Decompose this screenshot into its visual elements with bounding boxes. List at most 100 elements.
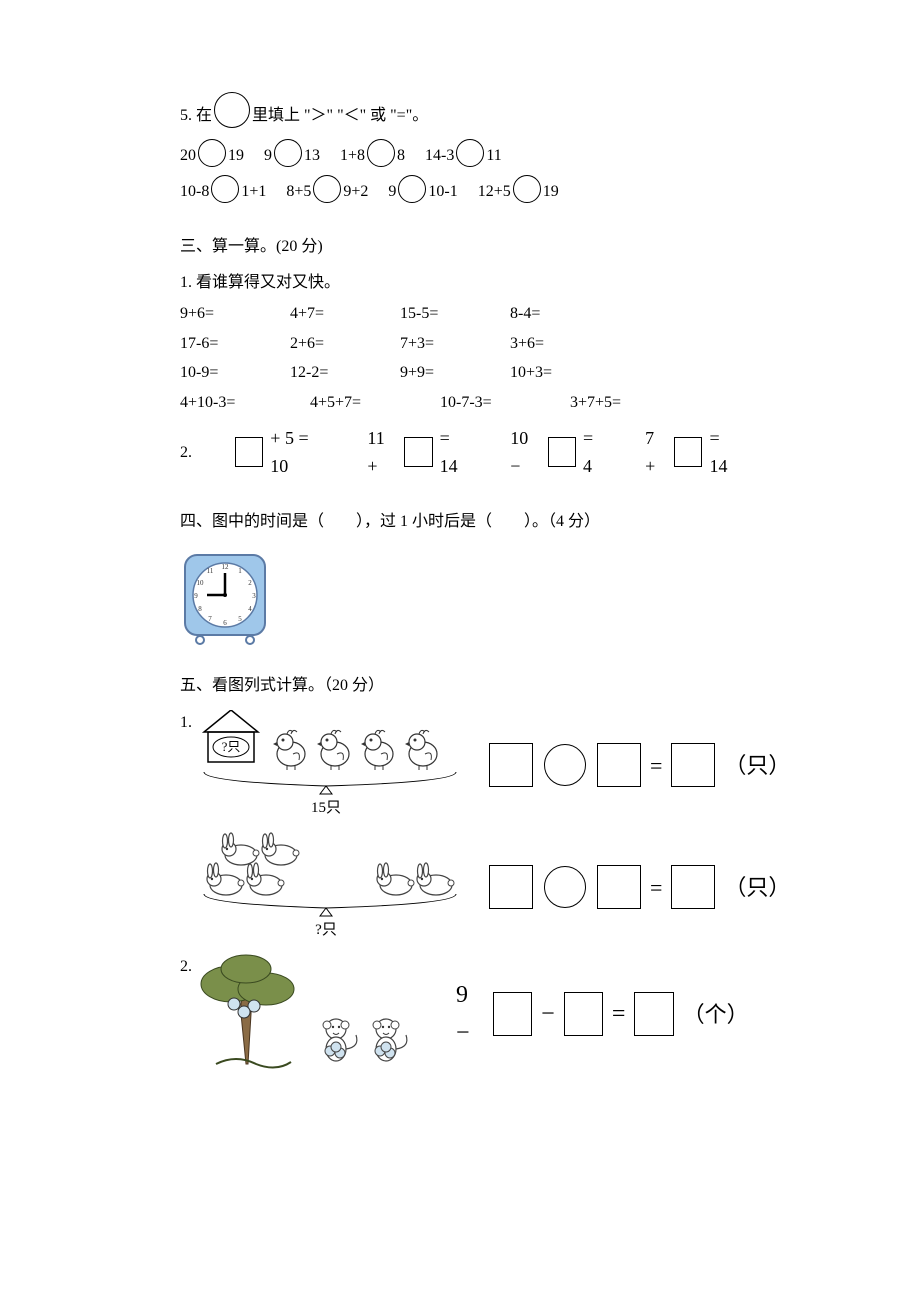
circle-blank-icon[interactable] [274, 139, 302, 167]
comp-left: 9 [264, 143, 272, 169]
comp-right: 19 [228, 143, 244, 169]
eq2-a: 11 + [367, 424, 397, 482]
comparison-item: 913 [264, 142, 320, 170]
comparison-row: 20199131+8814-311 [180, 142, 740, 170]
q5-prefix: 5. 在 [180, 103, 212, 129]
comp-right: 19 [543, 179, 559, 205]
circle-blank-icon [214, 92, 250, 128]
chicks-diagram-icon: ?只 [196, 710, 466, 820]
svg-text:1: 1 [238, 567, 242, 575]
circle-blank-icon[interactable] [313, 175, 341, 203]
eq1-a: + 5 = 10 [270, 424, 327, 482]
comparison-item: 910-1 [388, 178, 457, 206]
circle-blank-icon[interactable] [513, 175, 541, 203]
unit-1b: （只） [724, 870, 790, 905]
comp-left: 10-8 [180, 179, 209, 205]
svg-text:12: 12 [222, 563, 230, 571]
section-4-heading: 四、图中的时间是（ ），过 1 小时后是（ ）。（4 分） [180, 509, 740, 535]
clock-figure: 1212 345 678 91011 [180, 545, 740, 645]
equals-sign: = [612, 995, 626, 1033]
svg-text:?只: ?只 [315, 922, 337, 938]
op-blank-icon[interactable] [544, 866, 586, 908]
comp-right: 11 [486, 143, 501, 169]
eq2-b: = 14 [440, 424, 471, 482]
calc-cell: 2+6= [290, 331, 400, 357]
calc-cell: 3+6= [510, 331, 620, 357]
calc-cell: 4+5+7= [310, 390, 440, 416]
eq4-a: 7 + [645, 424, 667, 482]
circle-blank-icon[interactable] [211, 175, 239, 203]
box-blank-icon[interactable] [564, 992, 603, 1036]
box-blank-icon[interactable] [489, 743, 533, 787]
circle-blank-icon[interactable] [456, 139, 484, 167]
calc-cell: 15-5= [400, 301, 510, 327]
comparison-item: 12+519 [478, 178, 559, 206]
problem-5-heading: 5. 在 里填上 "＞" "＜" 或 "="。 [180, 98, 740, 134]
svg-text:7: 7 [208, 615, 212, 623]
svg-text:?只: ?只 [222, 739, 241, 754]
comparison-item: 8+5 9+2 [286, 178, 368, 206]
equation-blanks-1a: = （只） [486, 743, 790, 787]
fig1-label: 1. [180, 710, 192, 736]
box-blank-icon[interactable] [671, 743, 715, 787]
box-blank-icon[interactable] [493, 992, 532, 1036]
tree-monkeys-icon [196, 954, 436, 1074]
s3-p2-line: 2. + 5 = 10 11 + = 14 10 − = 4 7 + = 14 [180, 424, 740, 482]
box-blank-icon[interactable] [489, 865, 533, 909]
eq3-a: 10 − [510, 424, 541, 482]
unit-1a: （只） [724, 748, 790, 783]
figure-1b: ?只 = （只） [180, 832, 740, 942]
box-blank-icon[interactable] [404, 437, 432, 467]
box-blank-icon[interactable] [634, 992, 673, 1036]
equation-blanks-2: 9 − − = （个） [456, 976, 749, 1053]
box-blank-icon[interactable] [671, 865, 715, 909]
box-blank-icon[interactable] [597, 865, 641, 909]
calc-row: 17-6=2+6=7+3=3+6= [180, 331, 740, 357]
calc-cell: 10-9= [180, 360, 290, 386]
calc-row: 4+10-3=4+5+7=10-7-3=3+7+5= [180, 390, 740, 416]
svg-text:10: 10 [197, 579, 205, 587]
svg-text:2: 2 [248, 579, 252, 587]
box-blank-icon[interactable] [674, 437, 702, 467]
calc-cell: 9+6= [180, 301, 290, 327]
calc-cell: 10-7-3= [440, 390, 570, 416]
calc-cell: 9+9= [400, 360, 510, 386]
equals-sign: = [650, 748, 662, 783]
eq-item-1: + 5 = 10 [232, 424, 327, 482]
comparison-item: 1+8 8 [340, 142, 405, 170]
calc-cell: 7+3= [400, 331, 510, 357]
circle-blank-icon[interactable] [198, 139, 226, 167]
fig2-label: 2. [180, 954, 192, 980]
problem-5: 5. 在 里填上 "＞" "＜" 或 "="。 20199131+8814-31… [180, 98, 740, 206]
clock-icon: 1212 345 678 91011 [180, 545, 270, 645]
calc-row: 9+6=4+7=15-5=8-4= [180, 301, 740, 327]
comparison-item: 10-81+1 [180, 178, 266, 206]
comp-right: 9+2 [343, 179, 368, 205]
comp-left: 8+5 [286, 179, 311, 205]
comparison-item: 2019 [180, 142, 244, 170]
comp-left: 1+8 [340, 143, 365, 169]
comp-left: 9 [388, 179, 396, 205]
calc-row: 10-9=12-2=9+9=10+3= [180, 360, 740, 386]
comparison-item: 14-311 [425, 142, 502, 170]
op-blank-icon[interactable] [544, 744, 586, 786]
calc-cell: 12-2= [290, 360, 400, 386]
comp-right: 8 [397, 143, 405, 169]
box-blank-icon[interactable] [597, 743, 641, 787]
svg-text:5: 5 [238, 615, 242, 623]
eq-item-2: 11 + = 14 [367, 424, 470, 482]
svg-text:9: 9 [194, 592, 198, 600]
section-5-heading: 五、看图列式计算。（20 分） [180, 673, 740, 699]
eq-item-3: 10 − = 4 [510, 424, 605, 482]
calc-cell: 4+10-3= [180, 390, 310, 416]
eq3-b: = 4 [583, 424, 605, 482]
calc-cell: 8-4= [510, 301, 620, 327]
box-blank-icon[interactable] [235, 437, 263, 467]
circle-blank-icon[interactable] [367, 139, 395, 167]
rabbits-diagram-icon: ?只 [196, 832, 466, 942]
svg-text:4: 4 [248, 605, 252, 613]
box-blank-icon[interactable] [548, 437, 576, 467]
comparison-row: 10-81+1 8+5 9+2 910-1 12+519 [180, 178, 740, 206]
comp-left: 20 [180, 143, 196, 169]
circle-blank-icon[interactable] [398, 175, 426, 203]
